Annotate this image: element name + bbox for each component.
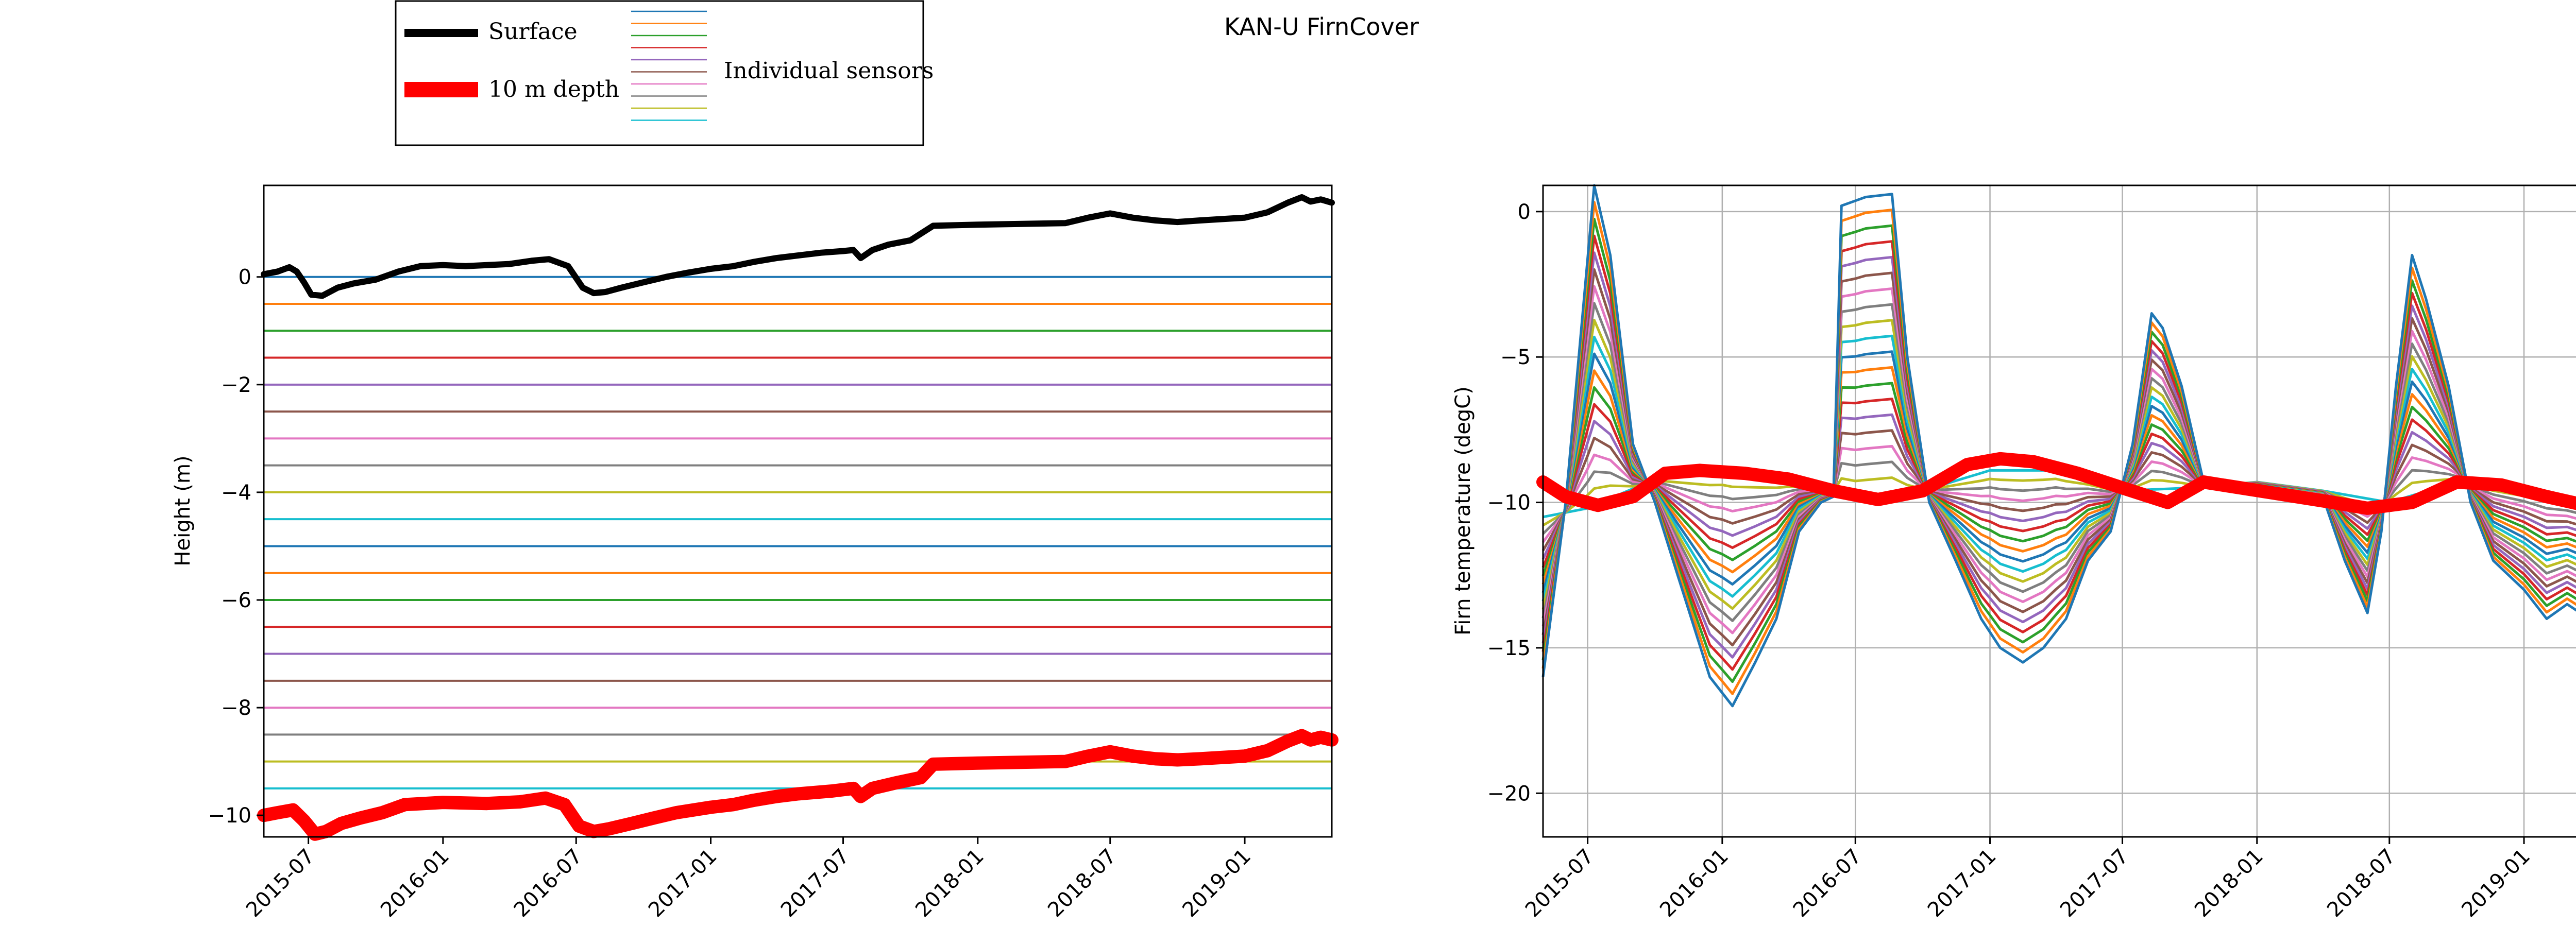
legend-label-10m-depth: 10 m depth bbox=[488, 76, 619, 102]
left-panel-frame bbox=[264, 185, 1332, 837]
x-tick-label: 2017-01 bbox=[644, 845, 722, 922]
plot-series bbox=[264, 197, 1332, 834]
left-y-axis-label: Height (m) bbox=[171, 455, 195, 566]
y-tick-label: 0 bbox=[239, 266, 251, 289]
y-tick-label: −8 bbox=[221, 696, 251, 720]
legend-label-individual-sensors: Individual sensors bbox=[724, 58, 934, 84]
sensor-temperature-line bbox=[1543, 431, 2576, 551]
right-y-ticks: 0 −5 −10 −15 −20 bbox=[1487, 200, 1543, 805]
right-panel-temperature: 0 −5 −10 −15 −20 2015-07 2016-01 2016-07 2017-0… bbox=[1451, 185, 2576, 922]
y-tick-label: 0 bbox=[1518, 200, 1531, 224]
figure-title: KAN-U FirnCover bbox=[1224, 13, 1419, 41]
x-tick-label: 2017-07 bbox=[776, 845, 854, 922]
y-tick-label: −6 bbox=[221, 589, 251, 612]
y-tick-label: −15 bbox=[1487, 637, 1531, 660]
ten-m-depth-line bbox=[264, 736, 1332, 834]
y-tick-label: −10 bbox=[208, 804, 251, 828]
x-tick-label: 2019-01 bbox=[2457, 845, 2535, 922]
left-panel-height: 0 −2 −4 −6 −8 −10 2015-07 2016-01 2016-07 2017-0… bbox=[171, 185, 1332, 922]
x-tick-label: 2018-01 bbox=[911, 845, 989, 922]
legend-label-surface: Surface bbox=[488, 19, 578, 45]
surface-height-line bbox=[264, 197, 1332, 296]
legend: Surface 10 m depth Individual sensors bbox=[396, 1, 934, 145]
y-tick-label: −10 bbox=[1487, 491, 1531, 515]
x-tick-label: 2018-01 bbox=[2190, 845, 2268, 922]
y-tick-label: −5 bbox=[1500, 346, 1531, 369]
x-tick-label: 2016-07 bbox=[1789, 845, 1867, 922]
left-y-ticks: 0 −2 −4 −6 −8 −10 bbox=[208, 266, 264, 828]
x-tick-label: 2017-07 bbox=[2056, 845, 2133, 922]
x-tick-label: 2016-01 bbox=[376, 845, 454, 922]
x-tick-label: 2018-07 bbox=[1043, 845, 1121, 922]
left-x-ticks: 2015-07 2016-01 2016-07 2017-01 2017-07 2018-… bbox=[242, 837, 1256, 922]
right-x-ticks: 2015-07 2016-01 2016-07 2017-01 2017-07 2018-… bbox=[1521, 837, 2535, 922]
x-tick-label: 2016-07 bbox=[510, 845, 587, 922]
y-tick-label: −2 bbox=[221, 373, 251, 397]
right-y-axis-label: Firn temperature (degC) bbox=[1451, 386, 1475, 636]
sensor-depth-lines bbox=[264, 277, 1332, 788]
y-tick-label: −20 bbox=[1487, 782, 1531, 805]
plot-series bbox=[1543, 185, 2576, 706]
x-tick-label: 2019-01 bbox=[1178, 845, 1256, 922]
x-tick-label: 2018-07 bbox=[2323, 845, 2400, 922]
x-tick-label: 2015-07 bbox=[242, 845, 319, 922]
x-tick-label: 2016-01 bbox=[1655, 845, 1733, 922]
x-tick-label: 2017-01 bbox=[1923, 845, 2001, 922]
x-tick-label: 2015-07 bbox=[1521, 845, 1599, 922]
y-tick-label: −4 bbox=[221, 481, 251, 505]
